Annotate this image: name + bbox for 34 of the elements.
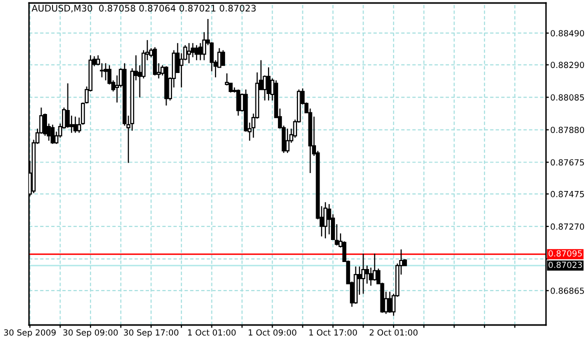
candlestick [266, 66, 271, 102]
candlestick [187, 42, 191, 64]
x-tick-label: 30 Sep 17:00 [124, 329, 178, 338]
x-tick-label: 2 Oct 01:00 [370, 329, 418, 336]
candlestick [368, 267, 373, 286]
x-tick-label: 1 Oct 01:00 [188, 329, 236, 336]
y-tick-label: 0.88085 [550, 94, 584, 101]
candlestick [73, 116, 78, 134]
y-tick-label: 0.87675 [550, 159, 584, 166]
candlestick [194, 44, 199, 61]
y-tick-label: 0.87880 [550, 126, 584, 134]
x-tick-label: 1 Oct 09:00 [248, 329, 296, 336]
candlestick [365, 265, 370, 284]
x-tick-label: 1 Oct 17:00 [309, 329, 357, 336]
candlestick [361, 252, 366, 294]
candlestick [104, 62, 108, 81]
candlestick [221, 50, 226, 66]
y-tick-label: 0.87475 [550, 190, 584, 198]
candlestick [286, 128, 290, 154]
candlestick [388, 291, 392, 314]
ref-line-label: 0.87023 [548, 262, 582, 268]
chart-title: AUDUSD,M30 0.87058 0.87064 0.87021 0.87023 [32, 4, 256, 13]
x-tick-label: 30 Sep 2009 [4, 329, 56, 338]
y-tick-label: 0.88290 [550, 62, 584, 68]
candlestick [198, 42, 202, 61]
y-tick-label: 0.88490 [550, 30, 584, 36]
y-tick-label: 0.87270 [550, 223, 584, 230]
candlestick [50, 124, 55, 144]
y-tick-label: 0.86865 [550, 288, 584, 294]
x-tick-label: 30 Sep 09:00 [63, 329, 118, 338]
candlestick [372, 252, 377, 282]
ref-line-label: 0.87095 [548, 250, 582, 257]
candlestick [100, 62, 104, 78]
candlestick [323, 202, 328, 239]
